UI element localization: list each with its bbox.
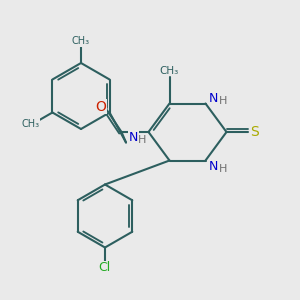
Text: H: H: [219, 96, 228, 106]
Text: H: H: [219, 164, 228, 174]
Text: N: N: [209, 160, 219, 173]
Text: S: S: [250, 125, 259, 139]
Text: Cl: Cl: [98, 261, 110, 274]
Text: H: H: [138, 135, 147, 145]
Text: CH₃: CH₃: [22, 119, 40, 129]
Text: N: N: [129, 131, 138, 144]
Text: N: N: [209, 92, 219, 105]
Text: CH₃: CH₃: [72, 36, 90, 46]
Text: CH₃: CH₃: [160, 65, 179, 76]
Text: O: O: [95, 100, 106, 113]
